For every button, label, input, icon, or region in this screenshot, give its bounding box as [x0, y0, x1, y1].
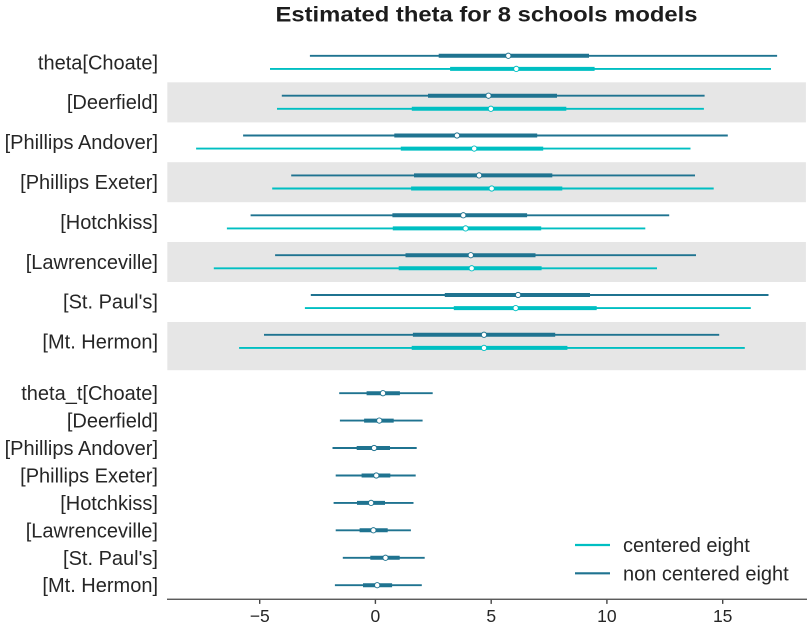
svg-text:[Deerfield]: [Deerfield] [67, 92, 158, 114]
svg-text:Estimated theta for 8 schools: Estimated theta for 8 schools models [276, 4, 698, 27]
svg-text:[Lawrenceville]: [Lawrenceville] [26, 252, 158, 274]
svg-text:[Hotchkiss]: [Hotchkiss] [60, 493, 158, 515]
svg-text:−5: −5 [250, 606, 270, 626]
svg-text:centered eight: centered eight [623, 535, 750, 557]
svg-text:10: 10 [597, 606, 617, 626]
svg-text:theta[Choate]: theta[Choate] [38, 52, 158, 74]
svg-text:[Mt. Hermon]: [Mt. Hermon] [42, 575, 158, 597]
svg-text:[Phillips Exeter]: [Phillips Exeter] [20, 466, 158, 488]
svg-text:[Phillips Andover]: [Phillips Andover] [5, 438, 158, 460]
svg-text:[Lawrenceville]: [Lawrenceville] [26, 520, 158, 542]
svg-text:0: 0 [371, 606, 381, 626]
svg-text:15: 15 [713, 606, 732, 626]
svg-text:non centered eight: non centered eight [623, 563, 789, 585]
svg-text:[St. Paul's]: [St. Paul's] [63, 292, 158, 314]
svg-text:[Phillips Andover]: [Phillips Andover] [5, 132, 158, 154]
svg-text:[St. Paul's]: [St. Paul's] [63, 548, 158, 570]
svg-text:theta_t[Choate]: theta_t[Choate] [21, 383, 158, 405]
svg-text:[Mt. Hermon]: [Mt. Hermon] [42, 331, 158, 353]
svg-text:5: 5 [486, 606, 496, 626]
svg-text:[Hotchkiss]: [Hotchkiss] [60, 212, 158, 234]
svg-text:[Phillips Exeter]: [Phillips Exeter] [20, 172, 158, 194]
svg-text:[Deerfield]: [Deerfield] [67, 411, 158, 433]
